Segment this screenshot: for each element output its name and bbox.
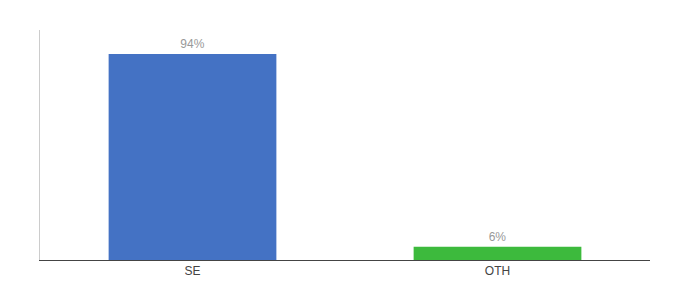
svg-text:OTH: OTH (485, 264, 510, 278)
svg-text:SE: SE (184, 264, 200, 278)
svg-text:6%: 6% (489, 230, 507, 244)
svg-text:94%: 94% (180, 37, 204, 51)
